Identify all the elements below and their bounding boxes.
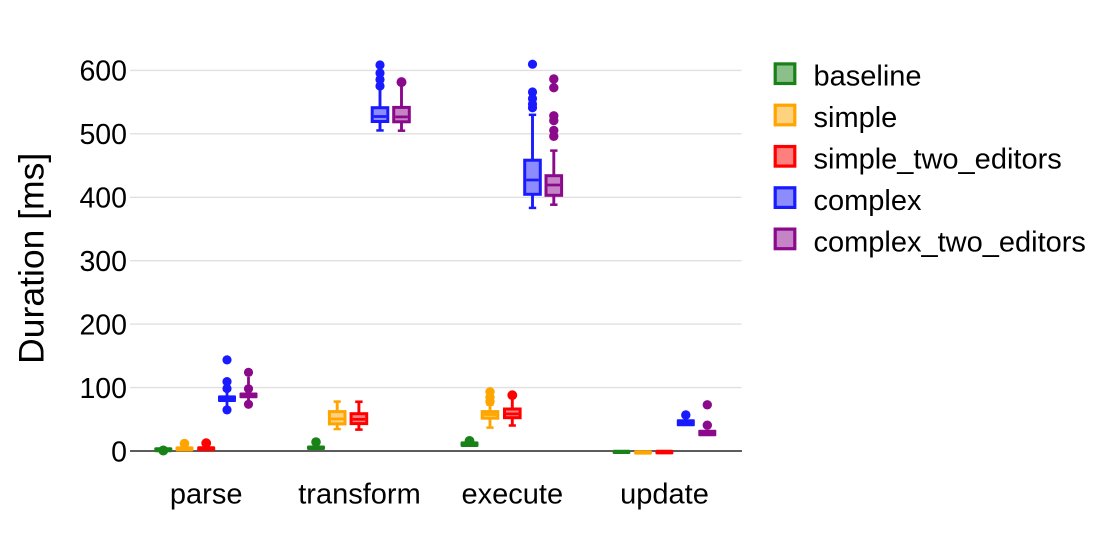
svg-text:update: update <box>620 479 709 511</box>
svg-text:600: 600 <box>79 56 127 88</box>
svg-text:complex: complex <box>814 185 922 217</box>
svg-text:0: 0 <box>111 436 127 468</box>
svg-text:parse: parse <box>170 479 243 511</box>
svg-text:execute: execute <box>462 479 564 511</box>
svg-text:300: 300 <box>79 246 127 278</box>
svg-text:100: 100 <box>79 373 127 405</box>
svg-text:transform: transform <box>298 479 420 511</box>
svg-text:500: 500 <box>79 119 127 151</box>
svg-text:Duration [ms]: Duration [ms] <box>12 153 52 364</box>
svg-text:200: 200 <box>79 309 127 341</box>
svg-text:simple: simple <box>814 102 898 134</box>
svg-text:baseline: baseline <box>814 61 922 93</box>
svg-text:simple_two_editors: simple_two_editors <box>814 144 1062 176</box>
svg-text:400: 400 <box>79 183 127 215</box>
svg-text:complex_two_editors: complex_two_editors <box>814 226 1086 258</box>
